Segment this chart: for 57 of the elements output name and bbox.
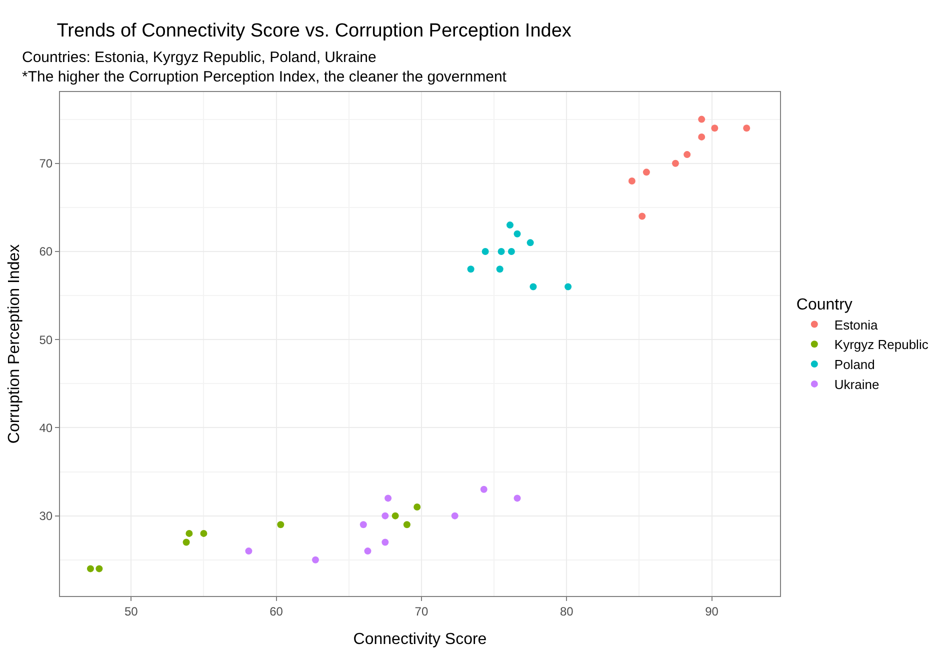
point: [277, 521, 284, 528]
legend-title: Country: [796, 296, 852, 314]
point: [384, 494, 392, 502]
x-tick-label: 50: [124, 604, 138, 618]
point: [711, 124, 718, 132]
y-tick-label: 40: [39, 420, 53, 435]
point: [638, 212, 646, 220]
x-tick-label: 60: [270, 604, 284, 618]
y-tick-label: 50: [39, 332, 53, 347]
legend-label: Poland: [834, 357, 875, 372]
point: [96, 565, 103, 572]
point: [684, 151, 691, 158]
legend-label: Estonia: [834, 317, 879, 332]
point: [628, 177, 636, 184]
point: [245, 548, 252, 555]
x-tick-label: 90: [705, 604, 719, 618]
point: [642, 168, 650, 176]
point: [508, 248, 515, 255]
legend-label: Kyrgyz Republic: [834, 337, 929, 352]
point: [86, 565, 94, 572]
point: [514, 494, 521, 502]
y-tick-label: 60: [39, 244, 53, 259]
point: [403, 521, 410, 528]
point: [364, 548, 372, 555]
point: [672, 160, 679, 167]
point: [698, 133, 706, 140]
chart-title: Trends of Connectivity Score vs. Corruption Perception Index: [56, 20, 572, 42]
point: [480, 486, 488, 493]
point: [186, 530, 193, 537]
point: [467, 266, 474, 273]
point: [451, 512, 458, 520]
x-tick-label: 70: [414, 604, 428, 618]
point: [530, 283, 537, 290]
point: [506, 222, 514, 229]
point: [743, 124, 750, 132]
legend-label: Ukraine: [834, 377, 880, 392]
point: [382, 538, 389, 546]
point: [482, 248, 489, 255]
point: [498, 248, 505, 255]
point: [414, 504, 421, 511]
point: [526, 239, 534, 246]
point: [392, 512, 399, 520]
point: [496, 266, 504, 273]
point: [182, 538, 190, 546]
y-tick-label: 30: [39, 509, 53, 524]
point: [382, 512, 389, 520]
point: [698, 116, 706, 123]
point: [564, 283, 572, 290]
y-tick-label: 70: [39, 156, 53, 171]
point: [514, 230, 521, 238]
point: [312, 556, 319, 564]
y-axis-title: Corruption Perception Index: [6, 244, 24, 444]
point: [360, 521, 367, 528]
point: [200, 530, 208, 537]
chart-subtitle: Countries: Estonia, Kyrgyz Republic, Poland, Ukraine *The higher the Corruption Perception Index, the cleaner the government: [22, 49, 508, 86]
x-axis-title: Connectivity Score: [353, 631, 487, 648]
x-tick-label: 80: [560, 604, 574, 618]
